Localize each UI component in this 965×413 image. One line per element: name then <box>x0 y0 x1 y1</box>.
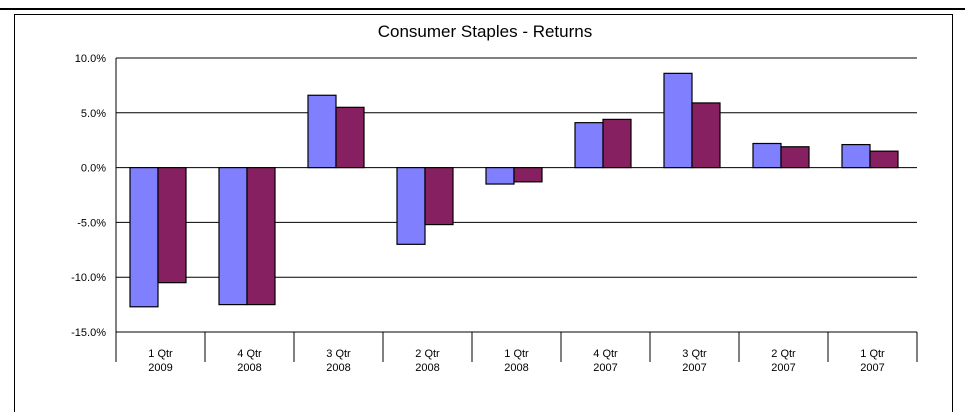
y-tick-label: 0.0% <box>81 163 106 175</box>
x-tick-label: 3 Qtr <box>682 348 707 360</box>
x-tick-label: 1 Qtr <box>504 348 529 360</box>
bar-series-2 <box>424 167 454 226</box>
x-tick-label: 4 Qtr <box>593 348 618 360</box>
bar-series-2 <box>602 118 632 169</box>
bar-series-2 <box>780 146 810 169</box>
y-tick-label: -10.0% <box>71 272 106 284</box>
x-tick-label: 2008 <box>326 362 350 374</box>
y-tick-label: -15.0% <box>71 327 106 339</box>
bar-series-1 <box>129 167 159 308</box>
x-tick-label: 2007 <box>771 362 795 374</box>
x-tick-label: 2008 <box>415 362 439 374</box>
x-tick-label: 2009 <box>148 362 172 374</box>
bar-series-1 <box>752 142 782 169</box>
top-border <box>0 0 965 10</box>
x-tick-label: 2 Qtr <box>415 348 440 360</box>
bar-series-2 <box>869 150 899 169</box>
bar-series-1 <box>307 94 337 169</box>
bar-series-1 <box>396 167 426 245</box>
y-tick-label: -5.0% <box>77 217 106 229</box>
bar-series-1 <box>485 167 515 185</box>
bar-series-2 <box>691 102 721 169</box>
x-tick-label: 2008 <box>504 362 528 374</box>
x-tick-label: 2007 <box>593 362 617 374</box>
x-tick-label: 1 Qtr <box>860 348 885 360</box>
x-tick-label: 2007 <box>682 362 706 374</box>
x-tick-label: 3 Qtr <box>326 348 351 360</box>
bar-series-1 <box>841 143 871 169</box>
x-tick-label: 1 Qtr <box>148 348 173 360</box>
x-tick-label: 2 Qtr <box>771 348 796 360</box>
axes <box>115 58 918 362</box>
bar-series-2 <box>335 106 365 169</box>
x-tick-label: 4 Qtr <box>237 348 262 360</box>
x-axis-ticks: 1 Qtr 2009 4 Qtr 2008 3 Qtr 2008 2 Qtr 2008 1 Qt… <box>148 348 885 374</box>
x-tick-label: 2008 <box>237 362 261 374</box>
y-tick-label: 5.0% <box>81 108 106 120</box>
bar-series-2 <box>513 167 543 183</box>
x-tick-label: 2007 <box>860 362 884 374</box>
chart-title: Consumer Staples - Returns <box>378 22 592 41</box>
bars <box>129 72 899 308</box>
bar-series-1 <box>218 167 248 306</box>
y-axis-ticks: 10.0% 5.0% 0.0% -5.0% -10.0% -15.0% <box>71 53 106 339</box>
bar-series-2 <box>157 167 187 284</box>
y-tick-label: 10.0% <box>75 53 106 65</box>
bar-series-2 <box>246 167 276 306</box>
bar-series-1 <box>663 72 693 169</box>
bar-series-1 <box>574 122 604 169</box>
